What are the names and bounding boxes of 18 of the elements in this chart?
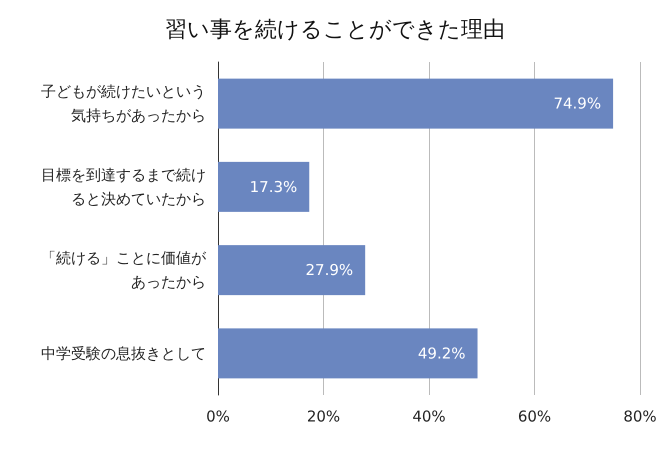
y-tick-label: 中学受験の息抜きとして	[41, 344, 206, 362]
y-tick-label: 子どもが続けたいという気持ちがあったから	[41, 82, 206, 125]
x-tick-label: 60%	[518, 408, 552, 426]
data-label: 17.3%	[250, 178, 298, 196]
x-tick-label: 20%	[306, 408, 340, 426]
bar	[218, 245, 366, 296]
x-tick-label: 40%	[412, 408, 446, 426]
data-label: 49.2%	[418, 344, 466, 362]
y-tick-label: 目標を到達するまで続けると決めていたから	[41, 166, 206, 208]
x-tick-label: 0%	[206, 408, 230, 426]
bar	[218, 78, 614, 129]
data-label: 74.9%	[553, 94, 602, 113]
data-label: 27.9%	[306, 261, 354, 280]
x-tick-label: 80%	[623, 408, 657, 426]
bar	[218, 162, 310, 212]
chart-title: 習い事を続けることができた理由	[165, 18, 505, 42]
y-tick-label: 「続ける」ことに価値があったから	[41, 249, 207, 292]
bar	[218, 328, 478, 378]
